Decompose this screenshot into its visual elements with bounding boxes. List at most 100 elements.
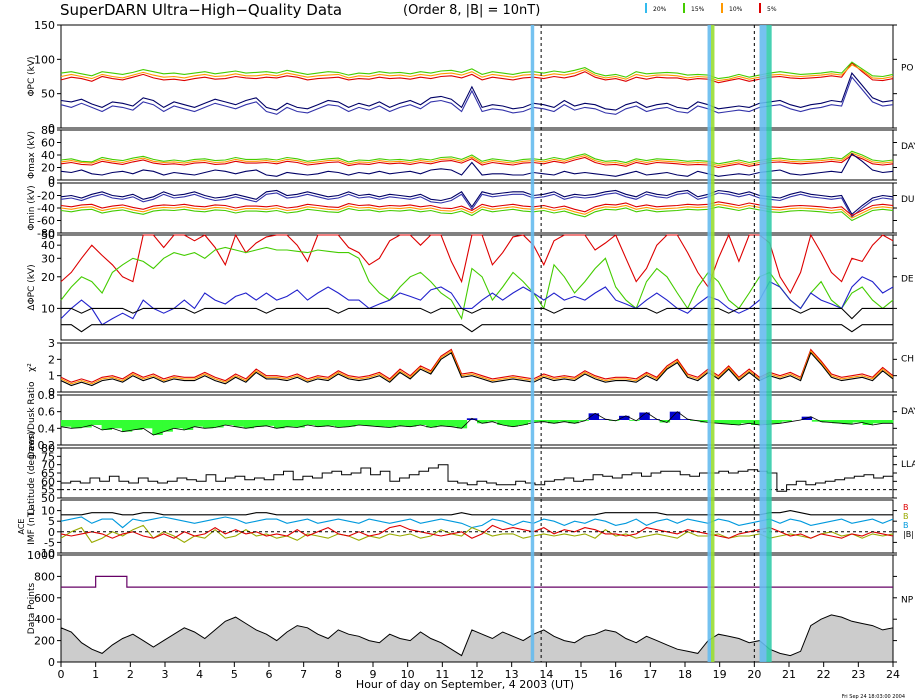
series-line [60, 524, 894, 544]
ratio-bar [700, 420, 711, 423]
y-tick-label: 0 [48, 174, 55, 187]
y-tick-label: 70 [41, 459, 55, 472]
right-panel-label: DE [901, 275, 914, 285]
ratio-bar [771, 420, 782, 424]
series-line [61, 324, 893, 333]
event-bands [530, 25, 772, 662]
y-tick-label: 50 [41, 229, 55, 242]
latitude-step-line [61, 464, 893, 492]
x-tick-label: 21 [782, 668, 796, 681]
ratio-bar [720, 420, 731, 425]
ratio-bar [405, 420, 417, 427]
ratio-bar [81, 420, 92, 428]
y-tick-label: 60 [41, 475, 55, 488]
y-tick-label: 50 [41, 492, 55, 505]
right-panel-label: DU [901, 195, 915, 205]
ratio-bar [162, 420, 173, 432]
x-tick-label: 8 [335, 668, 342, 681]
y-tick-label: 0 [48, 526, 55, 539]
ratio-bar [182, 420, 194, 430]
panel-frame [60, 342, 894, 393]
right-panel-label: DAY [901, 407, 915, 417]
ratio-bar [314, 420, 326, 427]
x-tick-label: 17 [643, 668, 657, 681]
ratio-bar [355, 420, 366, 425]
ratio-bar [710, 420, 721, 424]
ratio-bar [111, 420, 123, 429]
legend-swatch [721, 3, 723, 13]
y-tick-label: 0.4 [38, 422, 56, 435]
ratio-bar [385, 420, 397, 428]
y-tick-label: 40 [41, 149, 55, 162]
ratio-bar [588, 413, 600, 420]
y-tick-label: 5 [48, 515, 55, 528]
y-tick-label: 200 [34, 635, 55, 648]
y-axis-label: ΔΦPC (kV) [27, 264, 37, 310]
y-tick-label: 55 [41, 484, 55, 497]
y-axis-label: Latitude (degrees) [27, 431, 37, 514]
chart-title: SuperDARN Ultra−High−Quality Data [60, 1, 342, 19]
series-line [60, 150, 894, 165]
ratio-bar [598, 419, 610, 420]
x-tick-label: 19 [713, 668, 727, 681]
y-tick-label: 10 [41, 302, 55, 315]
ratio-bar [730, 420, 742, 425]
x-axis-label: Hour of day on September, 4 2003 (UT) [356, 678, 574, 691]
ratio-bar [233, 420, 244, 427]
ratio-bar [750, 420, 762, 425]
y-tick-label: 2 [48, 353, 55, 366]
y-tick-label: 0 [48, 122, 55, 135]
x-tick-label: 24 [886, 668, 900, 681]
y-tick-label: 30 [41, 252, 55, 265]
legend-label: 5% [767, 6, 777, 13]
legend-swatch [759, 3, 761, 13]
ratio-bar [882, 420, 894, 424]
legend-label: 15% [691, 6, 705, 13]
y-tick-label: -60 [37, 215, 55, 228]
ratio-bar [578, 420, 589, 421]
y-tick-label: 10 [41, 505, 55, 518]
ratio-bar [619, 415, 630, 420]
right-series-label: B [903, 521, 909, 530]
ratio-bar [152, 420, 163, 435]
legend-swatch [645, 3, 647, 13]
ratio-bar [568, 420, 579, 424]
ratio-bar [416, 420, 427, 425]
ratio-bar [365, 420, 376, 426]
y-tick-label: -5 [44, 536, 55, 549]
ratio-bar [395, 420, 407, 426]
ratio-bar [294, 420, 305, 428]
y-axis-label: Data Points [27, 582, 37, 634]
ratio-bar [558, 420, 569, 422]
ratio-bar [345, 420, 356, 427]
x-tick-label: 7 [300, 668, 307, 681]
event-band [707, 25, 711, 662]
panel-frame [60, 499, 894, 554]
ratio-bar [172, 420, 184, 429]
ratio-bar [446, 420, 458, 427]
ratio-bar [842, 420, 853, 425]
x-tick-label: 12 [470, 668, 484, 681]
y-tick-label: 80 [41, 442, 55, 455]
x-tick-label: 23 [851, 668, 865, 681]
timestamp: Fri Sep 24 18:03:00 2004 [842, 694, 905, 700]
y-axis-label: Dawn/Dusk Ratio [27, 381, 37, 459]
y-tick-label: 150 [34, 19, 55, 32]
y-tick-label: 800 [34, 570, 55, 583]
y-tick-label: 20 [41, 271, 55, 284]
y-tick-label: 1000 [27, 549, 55, 562]
y-axis-label: IMF (nT) [27, 508, 37, 545]
x-tick-label: 2 [127, 668, 134, 681]
ratio-bar [456, 420, 468, 429]
y-tick-label: 0.6 [38, 406, 56, 419]
x-tick-label: 9 [370, 668, 377, 681]
series-line [60, 516, 894, 529]
series-line [60, 64, 894, 82]
x-tick-label: 15 [574, 668, 588, 681]
right-series-label: |B| [903, 530, 914, 539]
right-panel-label: CH [901, 355, 914, 365]
right-panel-label: LLA [901, 460, 915, 470]
